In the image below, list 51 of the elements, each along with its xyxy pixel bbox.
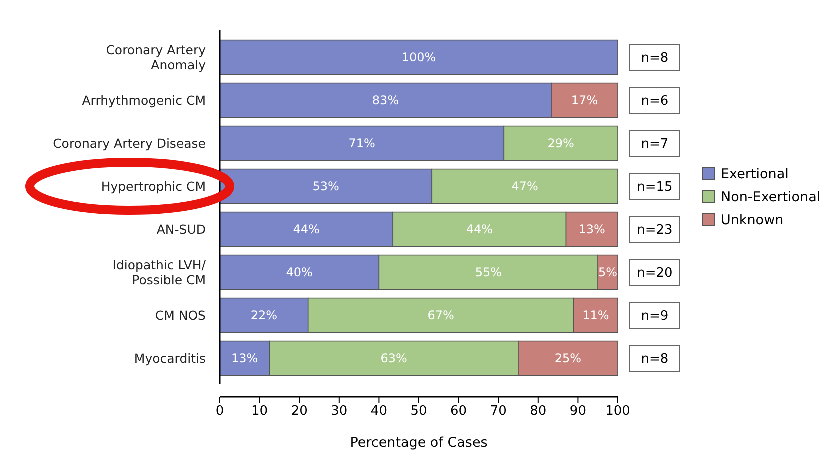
text: n=7 [641,137,669,152]
x-tick-label: 90 [570,404,586,420]
x-tick-label: 40 [370,404,388,420]
data-label: 67% [428,308,454,323]
y-tick-label: Coronary Artery Disease [53,136,206,151]
data-label: 22% [250,308,278,323]
legend-label: Unknown [721,212,784,229]
x-tick-label: 70 [490,404,507,420]
text: n=9 [641,309,669,324]
data-label: 13% [578,222,606,237]
y-tick-label: CM NOS [155,308,206,323]
text: n=23 [637,223,673,238]
data-label: 55% [475,266,502,280]
data-label: 11% [582,308,610,323]
bar [220,40,618,76]
y-tick-label: Coronary Artery Anomaly [106,42,207,72]
x-axis-title: Percentage of Cases [350,435,488,451]
text: n=8 [641,51,669,66]
text: n=8 [641,352,669,368]
data-label: 44% [293,222,320,237]
x-tick-label: 30 [331,404,348,420]
data-label: 44% [466,222,494,237]
y-tick-label: Myocarditis [134,350,206,366]
data-label: 5% [598,266,618,280]
data-label: 40% [286,266,313,280]
data-label: 83% [372,94,400,108]
data-label: 25% [554,352,582,366]
text: n=6 [641,94,669,110]
y-tick-label: Arrhythmogenic CM [82,92,206,108]
data-label: 13% [232,352,258,366]
legend-label: Exertional [721,166,789,183]
x-tick-label: 50 [410,404,428,420]
x-tick-label: 0 [216,404,224,420]
legend-label: Non-Exertional [721,190,821,206]
text: n=20 [637,266,673,282]
y-tick-label: Idiopathic LVH/ Possible CM [112,257,207,288]
data-label: 53% [312,180,340,194]
data-label: 63% [380,352,408,366]
data-label: 47% [512,180,538,194]
data-label: 100% [402,50,436,65]
text: n=15 [637,180,673,196]
data-label: 29% [548,136,574,151]
x-tick-label: 100 [606,404,630,420]
x-tick-label: 20 [291,404,308,420]
y-tick-label: Hypertrophic CM [101,178,206,194]
x-tick-label: 10 [252,404,268,420]
data-label: 71% [348,136,376,151]
x-tick-label: 60 [450,404,468,420]
y-tick-label: AN-SUD [156,222,206,237]
x-tick-label: 80 [530,404,547,420]
data-label: 17% [571,94,598,108]
